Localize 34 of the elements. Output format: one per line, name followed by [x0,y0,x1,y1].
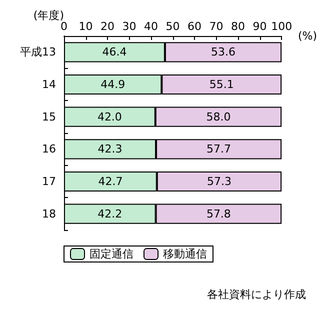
y-tick-label: 17 [42,175,56,188]
y-tick-label: 18 [42,207,56,220]
y-tick-label: 14 [42,78,56,91]
data-label: 57.8 [206,207,231,220]
x-tick-label: 60 [188,20,202,33]
data-label: 42.0 [97,110,122,124]
text: 各社資料により作成 [207,288,306,301]
data-label: 42.3 [98,142,122,156]
data-label: 46.4 [102,46,127,59]
x-tick-label: 40 [144,20,158,33]
x-tick-label: 100 [271,20,292,33]
data-label: 58.0 [206,110,231,124]
x-tick-label: 70 [209,20,224,33]
x-tick-label: 20 [100,20,115,33]
legend-label: 固定通信 [90,248,134,260]
data-label: 53.6 [211,46,236,59]
y-axis-title: (年度) [33,9,64,22]
y-tick-label: 15 [42,110,56,124]
x-axis-title: (%) [298,30,318,42]
legend-label: 移動通信 [163,248,207,260]
x-tick-label: 90 [252,20,267,33]
y-tick-label: 平成13 [20,46,56,59]
x-tick-label: 80 [231,20,246,33]
x-tick-label: 50 [166,20,180,33]
data-label: 42.7 [98,175,123,188]
x-tick-label: 10 [78,20,93,33]
data-label: 57.3 [206,175,232,188]
data-label: 44.9 [100,78,126,91]
data-label: 55.1 [209,78,234,91]
y-tick-label: 16 [42,142,56,156]
x-tick-label: 30 [122,20,136,33]
data-label: 42.2 [98,207,122,220]
x-tick-label: 0 [60,20,68,33]
data-label: 57.7 [206,142,232,156]
